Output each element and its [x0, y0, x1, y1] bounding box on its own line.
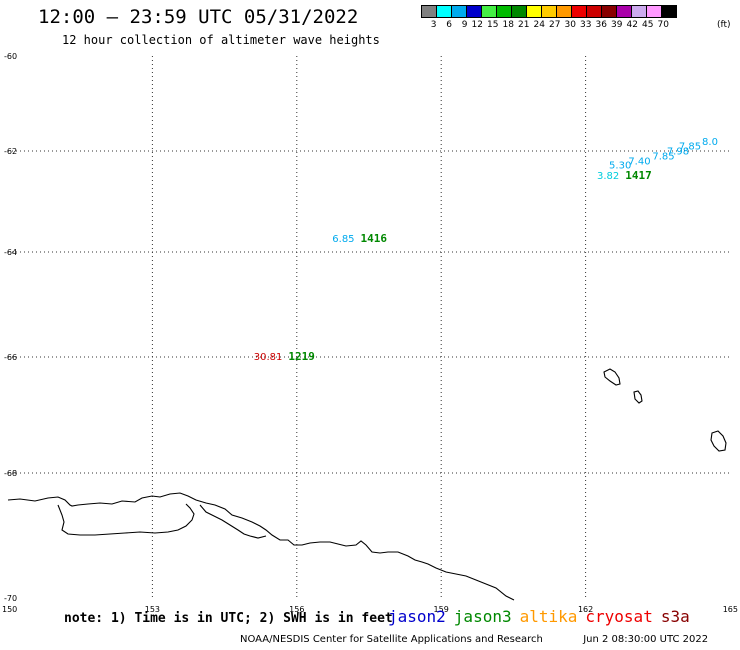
lon-label: 162 — [578, 605, 593, 614]
lon-label: 156 — [289, 605, 304, 614]
page-subtitle: 12 hour collection of altimeter wave hei… — [62, 33, 380, 47]
legend-swatch — [661, 5, 677, 18]
color-legend-labels: 3 6 9 12 15 18 21 24 27 30 33 36 39 42 45 70 — [421, 20, 669, 30]
macquarie-island-south — [710, 430, 727, 452]
swh-label: 6.85 — [332, 234, 354, 245]
legend-label: 70 — [657, 20, 669, 30]
legend-label: 3 — [430, 20, 437, 30]
legend-label: 12 — [471, 20, 483, 30]
legend-label: 21 — [518, 20, 530, 30]
lat-label: -64 — [4, 248, 17, 257]
satellite-cryosat: cryosat — [585, 607, 653, 626]
swh-label: 5.30 — [609, 161, 631, 172]
coastline — [7, 368, 727, 601]
time-label: 1219 — [288, 350, 315, 363]
satellite-altika: altika — [519, 607, 578, 626]
lon-label: 153 — [145, 605, 160, 614]
lon-label: 165 — [723, 605, 738, 614]
legend-label: 27 — [549, 20, 561, 30]
lon-label: 159 — [434, 605, 449, 614]
legend-label: 18 — [502, 20, 514, 30]
satellite-jason3: jason3 — [453, 607, 512, 626]
lat-label: -66 — [4, 353, 17, 362]
time-label: 1417 — [625, 169, 652, 182]
legend-label: 30 — [564, 20, 576, 30]
coastline-peninsula — [199, 504, 267, 539]
legend-label: 6 — [446, 20, 452, 30]
swh-label: 7.85 — [652, 152, 674, 163]
lat-label: -62 — [4, 147, 17, 156]
footer-timestamp: Jun 2 08:30:00 UTC 2022 — [583, 634, 709, 645]
macquarie-island-north — [603, 368, 621, 386]
lat-label: -68 — [4, 469, 17, 478]
coastline-inner-bay — [57, 503, 195, 536]
legend-label: 24 — [533, 20, 545, 30]
satellite-jason2: jason2 — [388, 607, 446, 626]
legend-label: 15 — [487, 20, 499, 30]
legend-label: 42 — [626, 20, 638, 30]
lat-label: -70 — [4, 594, 17, 603]
swh-label: 3.82 — [597, 171, 619, 182]
footnote: note: 1) Time is in UTC; 2) SWH is in fe… — [64, 611, 393, 626]
macquarie-island-mid — [633, 390, 643, 404]
lon-label: 150 — [2, 605, 17, 614]
legend-label: 9 — [461, 20, 468, 30]
legend-label: 36 — [595, 20, 607, 30]
satellite-legend: jason2 jason3 altika cryosat s3a — [388, 607, 698, 626]
legend-unit: (ft) — [717, 20, 731, 30]
legend-label: 45 — [642, 20, 654, 30]
legend-label: 39 — [611, 20, 623, 30]
swh-label: 30.81 — [254, 352, 283, 363]
footer-credit: NOAA/NESDIS Center for Satellite Applica… — [240, 634, 543, 645]
antarctic-coastline — [7, 492, 515, 601]
legend-label: 33 — [580, 20, 592, 30]
map-grid — [8, 56, 730, 598]
footer: NOAA/NESDIS Center for Satellite Applica… — [240, 634, 708, 645]
swh-label: 7.85 — [679, 142, 701, 153]
color-legend — [421, 5, 677, 18]
satellite-s3a: s3a — [660, 607, 690, 626]
axis-labels: -60 -62 -64 -66 -68 -70 150 153 156 159 162 165 — [2, 52, 738, 614]
time-label: 1416 — [361, 232, 388, 245]
lat-label: -60 — [4, 52, 17, 61]
swh-label: 7.98 — [667, 147, 689, 158]
page-title: 12:00 – 23:59 UTC 05/31/2022 — [38, 6, 359, 28]
swh-label: 8.0 — [702, 137, 718, 148]
swh-label: 7.40 — [628, 157, 650, 168]
